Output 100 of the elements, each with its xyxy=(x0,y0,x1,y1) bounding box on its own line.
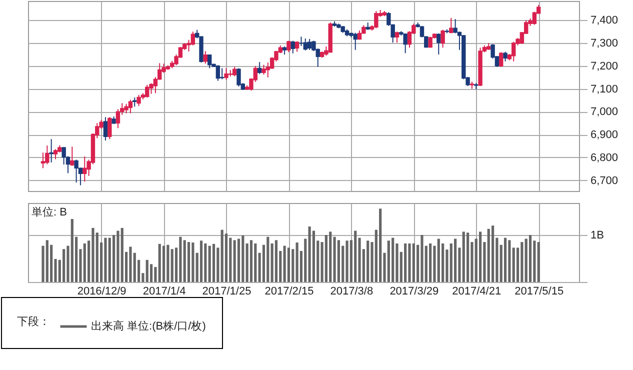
candlestick xyxy=(436,32,441,55)
bar xyxy=(366,240,370,282)
y-tick-label: 6,800 xyxy=(590,152,618,164)
candlestick xyxy=(103,116,108,141)
candlestick xyxy=(374,10,378,29)
candlestick xyxy=(136,94,141,106)
x-tick-label: 2017/4/21 xyxy=(452,286,502,298)
bar xyxy=(208,246,211,282)
bar xyxy=(337,240,340,282)
candlestick xyxy=(299,36,304,47)
candlestick xyxy=(303,38,308,51)
y-tick-label: 7,300 xyxy=(590,38,618,50)
candlestick xyxy=(403,32,408,54)
candlestick xyxy=(290,40,295,54)
bar xyxy=(408,243,411,282)
candlestick xyxy=(512,41,516,62)
candlestick xyxy=(216,64,220,82)
x-tick-label: 2016/12/9 xyxy=(77,286,126,298)
bar xyxy=(62,249,66,282)
bar xyxy=(491,226,494,282)
y-axis-title: 単位: B xyxy=(32,206,67,218)
candlestick xyxy=(449,17,454,34)
bar xyxy=(158,244,161,282)
y-tick-label: 7,100 xyxy=(590,83,618,96)
bar xyxy=(437,238,440,282)
candlestick xyxy=(82,156,87,182)
bar xyxy=(192,242,194,282)
bar xyxy=(508,240,511,282)
bar xyxy=(346,240,348,282)
bar xyxy=(116,230,120,282)
bar xyxy=(150,264,153,282)
bar xyxy=(528,234,532,282)
candlestick xyxy=(53,148,58,160)
bar xyxy=(212,244,216,282)
bar xyxy=(266,236,270,282)
candlestick xyxy=(503,51,508,62)
candlestick xyxy=(236,68,241,88)
bar xyxy=(170,249,174,282)
candlestick xyxy=(232,66,237,77)
bar xyxy=(296,242,298,282)
bar xyxy=(146,260,148,282)
candlestick xyxy=(49,138,54,163)
bar xyxy=(512,248,515,282)
candlestick xyxy=(132,96,137,108)
bar xyxy=(46,240,48,282)
bar xyxy=(104,238,107,282)
bar xyxy=(70,218,74,282)
bar xyxy=(120,228,124,282)
bar xyxy=(520,242,524,282)
bar xyxy=(312,230,316,282)
bar xyxy=(229,238,232,282)
candlestick xyxy=(128,99,133,114)
y-tick-label: 7,000 xyxy=(590,106,618,118)
legend-title: 下段： xyxy=(17,316,50,328)
bar xyxy=(412,243,415,282)
bar xyxy=(392,238,394,282)
bar xyxy=(404,243,407,282)
candlestick xyxy=(74,159,78,184)
bar xyxy=(166,244,170,282)
bar xyxy=(466,232,470,282)
bar xyxy=(308,226,311,282)
x-tick-label: 2017/3/8 xyxy=(330,286,374,298)
x-tick-label: 2017/1/4 xyxy=(142,286,186,298)
bar xyxy=(92,228,94,282)
y-tick-label: 6,700 xyxy=(590,174,618,187)
bar xyxy=(420,234,424,282)
bar xyxy=(237,238,240,282)
bar xyxy=(379,208,382,282)
candlestick xyxy=(499,52,504,68)
bar xyxy=(504,238,507,282)
x-tick-label: 2017/5/15 xyxy=(514,286,564,298)
bar xyxy=(354,230,357,282)
bar xyxy=(287,248,290,282)
bar xyxy=(246,243,248,282)
bar xyxy=(324,234,328,282)
bar xyxy=(462,232,465,282)
candlestick xyxy=(257,62,262,74)
x-tick-label: 2017/1/25 xyxy=(202,286,252,298)
y-tick-label: 7,200 xyxy=(590,60,618,72)
candlestick xyxy=(124,103,128,114)
bar xyxy=(283,246,286,282)
bar xyxy=(454,238,457,282)
bar xyxy=(179,236,182,282)
candlestick xyxy=(203,50,208,64)
candlestick xyxy=(353,32,358,50)
bar xyxy=(250,240,253,282)
bar xyxy=(274,240,278,282)
bar xyxy=(478,232,482,282)
legend-label: 出来高 単位:(B株/口/枚) xyxy=(91,320,206,332)
candlestick xyxy=(45,145,50,165)
bar xyxy=(329,232,332,282)
candlestick xyxy=(108,116,112,140)
bar xyxy=(112,234,116,282)
candlestick xyxy=(207,54,212,69)
candlestick xyxy=(307,38,312,50)
bar xyxy=(537,242,540,282)
y-tick-label: 1B xyxy=(590,229,604,242)
y-tick-label: 6,900 xyxy=(590,129,618,142)
candlestick xyxy=(145,84,150,98)
bar xyxy=(487,228,490,282)
